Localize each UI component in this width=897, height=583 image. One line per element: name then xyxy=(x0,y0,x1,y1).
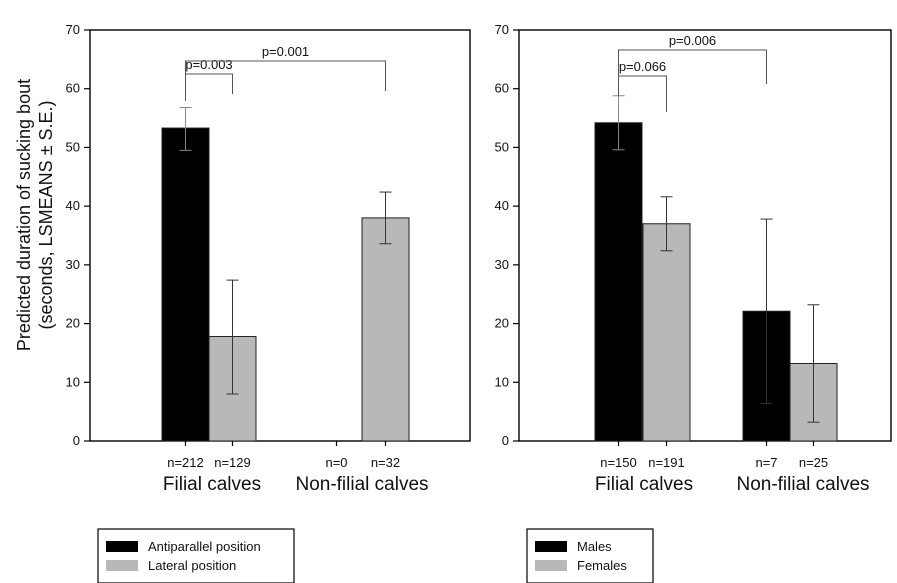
legend-box xyxy=(526,528,654,583)
y-tick-label: 50 xyxy=(495,139,509,154)
bar xyxy=(594,122,643,442)
significance-bracket xyxy=(185,60,386,101)
sample-size-label: n=32 xyxy=(371,455,400,470)
legend-swatch xyxy=(535,560,567,571)
sample-size-label: n=0 xyxy=(325,455,347,470)
legend: Antiparallel position Lateral position xyxy=(97,528,295,583)
y-tick-label: 20 xyxy=(66,316,80,331)
sample-size-label: n=150 xyxy=(600,455,637,470)
significance-bracket xyxy=(185,73,233,94)
y-tick-label: 30 xyxy=(66,257,80,272)
plot-frame xyxy=(89,29,471,442)
legend-label: Antiparallel position xyxy=(148,539,261,554)
y-tick-label: 60 xyxy=(495,81,509,96)
category-label: Non-filial calves xyxy=(295,474,428,495)
legend-label: Males xyxy=(577,539,612,554)
left-panel: 0 10 20 30 40 50 60 70 n=212 n=0 n=129 n=32 Filial c… xyxy=(66,22,471,583)
significance-bracket xyxy=(618,75,667,112)
legend-label: Females xyxy=(577,558,627,573)
y-tick-label: 30 xyxy=(495,257,509,272)
legend: Males Females xyxy=(526,528,654,583)
plot-frame xyxy=(518,29,892,442)
y-tick-label: 50 xyxy=(66,139,80,154)
y-axis-title: Predicted duration of sucking bout (seco… xyxy=(14,79,56,351)
sample-size-label: n=25 xyxy=(799,455,828,470)
y-tick-label: 20 xyxy=(495,316,509,331)
p-value-label: p=0.001 xyxy=(262,44,309,59)
y-tick-label: 0 xyxy=(502,433,509,448)
y-tick-label: 10 xyxy=(495,374,509,389)
legend-swatch xyxy=(535,541,567,552)
legend-swatch xyxy=(106,560,138,571)
legend-label: Lateral position xyxy=(148,558,236,573)
category-label: Filial calves xyxy=(595,474,693,495)
bar xyxy=(642,223,691,442)
y-tick-label: 40 xyxy=(495,198,509,213)
right-panel: 0 10 20 30 40 50 60 70 n=150 n=7 n=191 n=25 Filial c… xyxy=(495,22,892,583)
sample-size-label: n=7 xyxy=(755,455,777,470)
y-tick-label: 40 xyxy=(66,198,80,213)
y-tick-label: 10 xyxy=(66,374,80,389)
p-value-label: p=0.003 xyxy=(185,57,232,72)
sample-size-label: n=212 xyxy=(167,455,204,470)
sample-size-label: n=191 xyxy=(648,455,685,470)
bar xyxy=(361,217,410,442)
category-label: Filial calves xyxy=(163,474,261,495)
y-tick-label: 60 xyxy=(66,81,80,96)
y-tick-label: 70 xyxy=(495,22,509,37)
sample-size-label: n=129 xyxy=(214,455,251,470)
y-tick-label: 0 xyxy=(73,433,80,448)
significance-bracket xyxy=(618,49,767,90)
p-value-label: p=0.066 xyxy=(619,59,666,74)
y-axis-title-line-2: (seconds, LSMEANS ± S.E.) xyxy=(36,101,56,330)
legend-box xyxy=(97,528,295,583)
p-value-label: p=0.006 xyxy=(669,33,716,48)
bar xyxy=(161,127,210,442)
y-axis-title-line-1: Predicted duration of sucking bout xyxy=(14,79,34,351)
category-label: Non-filial calves xyxy=(736,474,869,495)
legend-swatch xyxy=(106,541,138,552)
y-tick-label: 70 xyxy=(66,22,80,37)
